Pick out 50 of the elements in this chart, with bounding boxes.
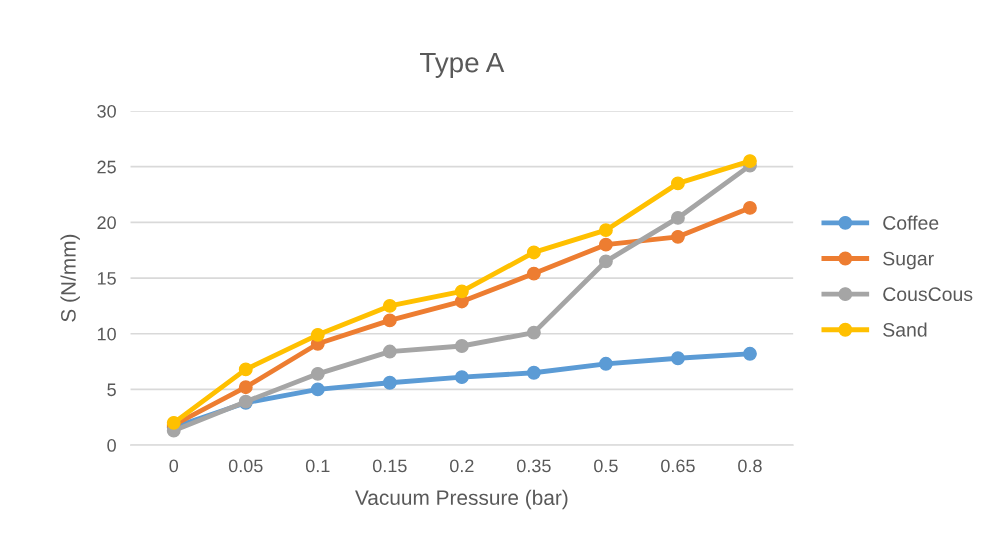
chart-title: Type A: [420, 53, 505, 78]
point: [310, 366, 325, 381]
point: [454, 284, 469, 299]
point: [598, 223, 613, 238]
point: [670, 210, 685, 225]
x-tick-label: 0.8: [738, 459, 762, 473]
legend-label: CousCous: [883, 287, 973, 302]
point: [670, 351, 685, 366]
point: [598, 356, 613, 371]
legend-label: Sand: [883, 322, 927, 337]
legend-label: Sugar: [883, 251, 934, 270]
y-tick-label: 30: [97, 104, 116, 118]
x-tick-label: 0.35: [517, 459, 551, 473]
point: [670, 176, 685, 191]
y-axis-title: S (N/mm): [60, 234, 80, 322]
point: [382, 344, 397, 359]
point: [238, 380, 253, 395]
y-tick-label: 25: [97, 160, 116, 174]
point: [526, 245, 541, 260]
x-tick-label: 0.2: [450, 459, 474, 473]
x-axis-title: Vacuum Pressure (bar): [355, 489, 568, 510]
point: [598, 254, 613, 269]
point: [742, 154, 757, 169]
point: [526, 365, 541, 380]
point: [454, 370, 469, 385]
y-tick-label: 20: [97, 216, 116, 230]
point: [742, 200, 757, 215]
point: [382, 375, 397, 390]
x-tick-label: 0: [169, 459, 179, 473]
y-tick-label: 15: [97, 272, 116, 285]
point: [310, 382, 325, 397]
x-tick-label: 0.5: [594, 459, 618, 473]
point: [670, 229, 685, 244]
y-tick-label: 5: [107, 383, 116, 397]
point: [382, 298, 397, 313]
point: [526, 325, 541, 340]
point: [382, 313, 397, 328]
y-tick-label: 10: [97, 327, 116, 341]
x-tick-label: 0.65: [661, 459, 695, 473]
point: [598, 237, 613, 252]
point: [742, 346, 757, 361]
x-tick-label: 0.1: [305, 459, 330, 473]
point: [454, 339, 469, 353]
x-tick-label: 0.05: [228, 459, 263, 473]
point: [310, 327, 325, 342]
legend-label: Coffee: [883, 215, 939, 230]
point: [238, 362, 253, 377]
point: [526, 266, 541, 281]
x-tick-label: 0.15: [372, 459, 407, 473]
y-tick-label: 0: [107, 439, 116, 452]
